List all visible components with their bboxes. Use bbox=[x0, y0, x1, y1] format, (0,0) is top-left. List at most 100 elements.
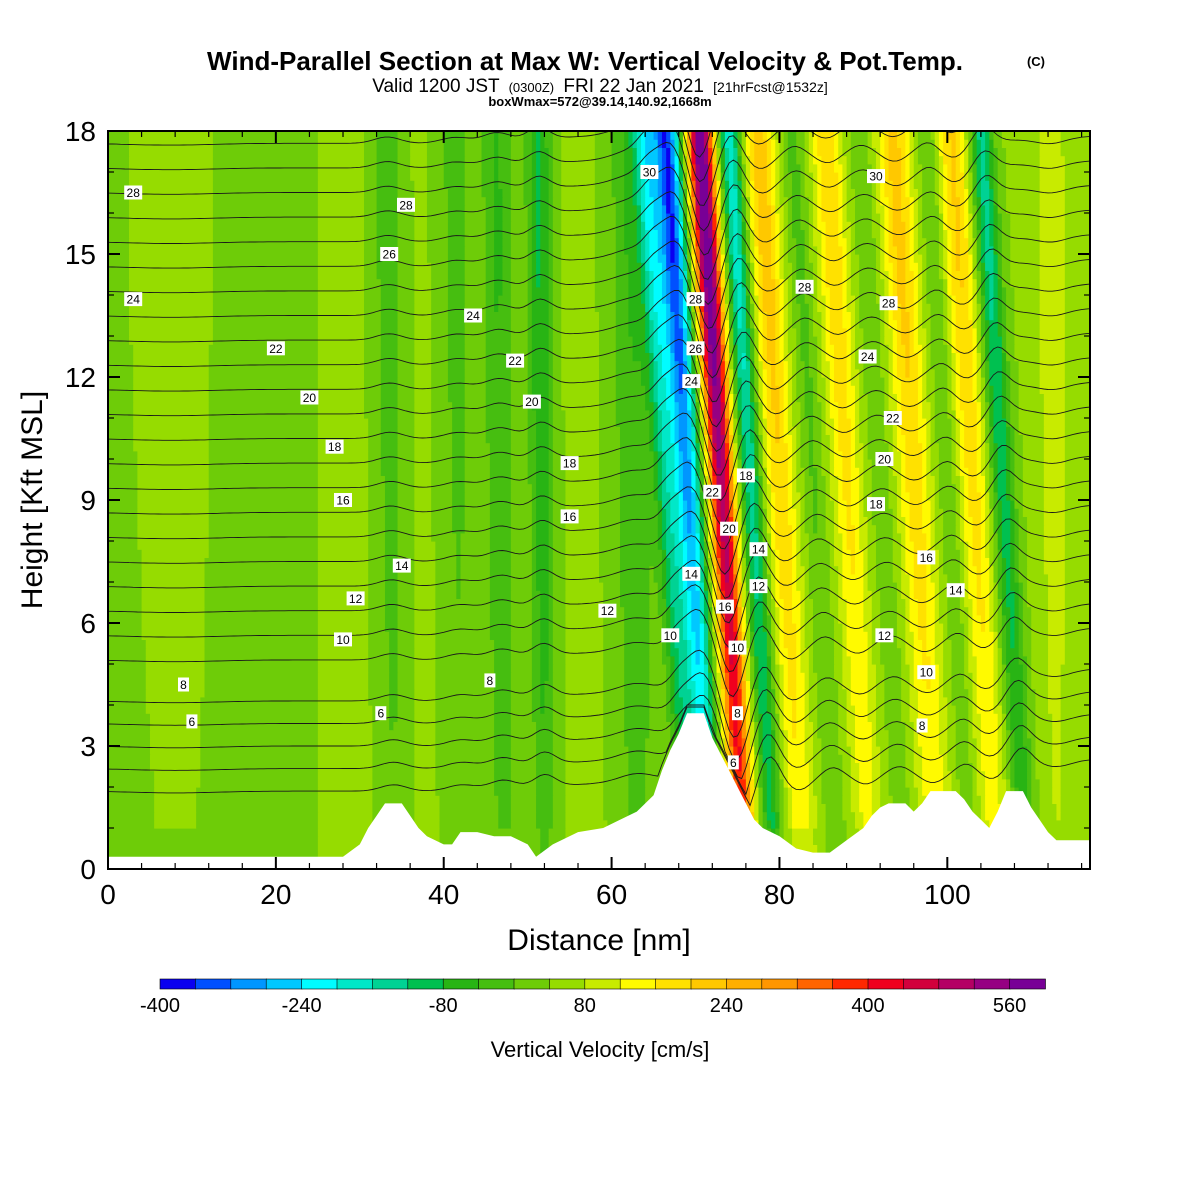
field-cell bbox=[737, 409, 743, 419]
field-cell bbox=[871, 516, 894, 526]
field-cell bbox=[817, 696, 839, 706]
field-cell bbox=[792, 532, 797, 542]
field-cell bbox=[997, 475, 1007, 485]
field-cell bbox=[108, 828, 319, 837]
field-cell bbox=[204, 688, 319, 698]
field-cell bbox=[905, 729, 915, 739]
field-cell bbox=[783, 787, 789, 796]
field-cell bbox=[657, 327, 667, 337]
field-cell bbox=[896, 590, 902, 599]
field-cell bbox=[930, 680, 940, 690]
field-cell bbox=[489, 565, 512, 575]
field-cell bbox=[989, 606, 995, 616]
field-cell bbox=[1006, 721, 1011, 731]
field-cell bbox=[682, 352, 688, 362]
field-cell bbox=[745, 549, 751, 558]
field-cell bbox=[603, 787, 629, 796]
field-cell bbox=[510, 491, 533, 501]
field-cell bbox=[892, 336, 898, 345]
field-cell bbox=[1018, 557, 1028, 567]
field-cell bbox=[813, 393, 818, 403]
field-cell bbox=[1031, 680, 1049, 690]
field-cell bbox=[796, 541, 802, 550]
field-cell bbox=[926, 582, 936, 591]
field-cell bbox=[913, 541, 927, 550]
field-cell bbox=[1043, 475, 1066, 485]
field-cell bbox=[863, 360, 881, 370]
field-cell bbox=[938, 442, 953, 452]
field-cell bbox=[762, 426, 768, 435]
field-cell bbox=[775, 377, 785, 386]
field-cell bbox=[540, 631, 550, 640]
field-cell bbox=[1048, 647, 1066, 657]
field-cell bbox=[666, 623, 671, 632]
field-cell bbox=[494, 713, 512, 722]
field-cell bbox=[317, 549, 369, 558]
field-cell bbox=[796, 549, 802, 558]
field-cell bbox=[875, 680, 885, 690]
field-cell bbox=[850, 680, 869, 690]
field-cell bbox=[380, 459, 399, 468]
field-cell bbox=[431, 475, 453, 485]
field-cell bbox=[666, 696, 671, 706]
field-cell bbox=[779, 811, 785, 821]
field-cell bbox=[766, 500, 772, 509]
field-cell bbox=[775, 754, 781, 763]
field-cell bbox=[741, 524, 747, 534]
field-cell bbox=[431, 344, 449, 353]
field-cell bbox=[905, 532, 911, 542]
field-cell bbox=[829, 401, 839, 411]
field-cell bbox=[527, 344, 533, 353]
field-cell bbox=[414, 565, 436, 575]
field-cell bbox=[414, 475, 432, 485]
field-cell bbox=[985, 442, 990, 452]
field-cell bbox=[808, 664, 814, 673]
field-cell bbox=[817, 508, 827, 517]
field-cell bbox=[108, 516, 138, 526]
field-cell bbox=[489, 516, 512, 526]
field-cell bbox=[599, 557, 621, 567]
field-cell bbox=[972, 729, 982, 739]
field-cell bbox=[972, 549, 982, 558]
field-cell bbox=[985, 623, 990, 632]
field-cell bbox=[108, 352, 134, 362]
field-cell bbox=[670, 327, 676, 337]
field-cell bbox=[724, 680, 730, 690]
field-cell bbox=[699, 409, 705, 419]
field-cell bbox=[846, 532, 856, 542]
chart-title: Wind-Parallel Section at Max W: Vertical… bbox=[207, 46, 963, 76]
field-cell bbox=[657, 426, 663, 435]
field-cell bbox=[552, 377, 562, 386]
field-cell bbox=[783, 377, 789, 386]
field-cell bbox=[368, 434, 382, 444]
field-cell bbox=[691, 360, 697, 370]
field-cell bbox=[762, 467, 768, 476]
field-cell bbox=[930, 459, 940, 468]
field-cell bbox=[678, 409, 688, 419]
field-cell bbox=[842, 541, 848, 550]
field-cell bbox=[926, 467, 932, 476]
field-cell bbox=[691, 655, 697, 665]
field-cell bbox=[317, 762, 373, 772]
field-cell bbox=[452, 409, 466, 419]
field-cell bbox=[813, 746, 823, 755]
field-cell bbox=[775, 500, 789, 509]
field-cell bbox=[813, 606, 831, 616]
field-cell bbox=[783, 672, 789, 681]
field-cell bbox=[666, 327, 671, 337]
field-cell bbox=[913, 737, 919, 747]
field-cell bbox=[489, 483, 512, 493]
field-cell bbox=[695, 467, 701, 476]
field-cell bbox=[800, 606, 806, 616]
field-cell bbox=[380, 467, 399, 476]
field-cell bbox=[846, 647, 869, 657]
field-cell bbox=[859, 377, 864, 386]
field-cell bbox=[724, 762, 730, 772]
field-cell bbox=[724, 713, 730, 722]
field-cell bbox=[653, 368, 659, 378]
field-cell bbox=[926, 573, 932, 583]
field-cell bbox=[699, 450, 705, 460]
field-cell bbox=[804, 582, 810, 591]
field-cell bbox=[854, 459, 864, 468]
field-cell bbox=[464, 442, 491, 452]
